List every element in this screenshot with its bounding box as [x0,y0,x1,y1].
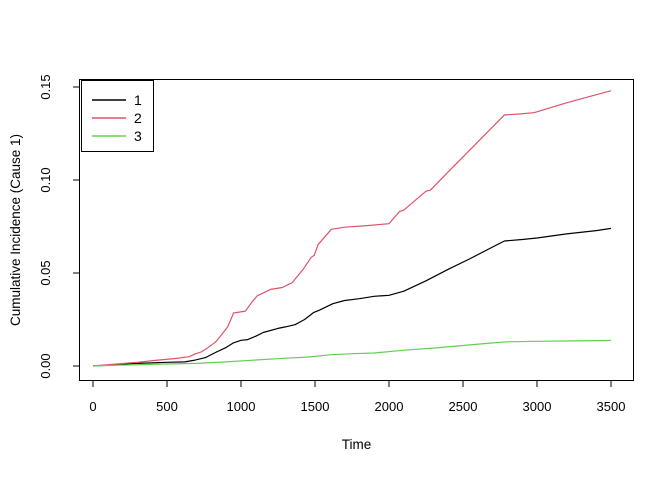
x-tick-label: 1500 [301,399,330,414]
series-line-3 [92,339,612,367]
x-tick-label: 2500 [449,399,478,414]
x-tick-label: 3000 [523,399,552,414]
plot-box [79,79,634,381]
legend-box [81,80,154,152]
x-axis-title: Time [342,437,372,452]
legend-label-1: 1 [134,92,142,108]
y-tick-label: 0.15 [38,74,53,99]
legend-label-3: 3 [134,128,142,144]
x-tick-label: 1000 [227,399,256,414]
legend-label-2: 2 [134,110,142,126]
y-tick-label: 0.05 [38,260,53,285]
y-tick-label: 0.10 [38,167,53,192]
x-tick-label: 2000 [375,399,404,414]
series-line-2 [92,90,612,367]
x-tick-label: 3500 [597,399,626,414]
y-tick-label: 0.00 [38,353,53,378]
x-tick-label: 500 [156,399,178,414]
series-line-1 [92,227,612,367]
x-tick-label: 0 [89,399,96,414]
y-axis-title: Cumulative Incidence (Cause 1) [8,134,23,326]
